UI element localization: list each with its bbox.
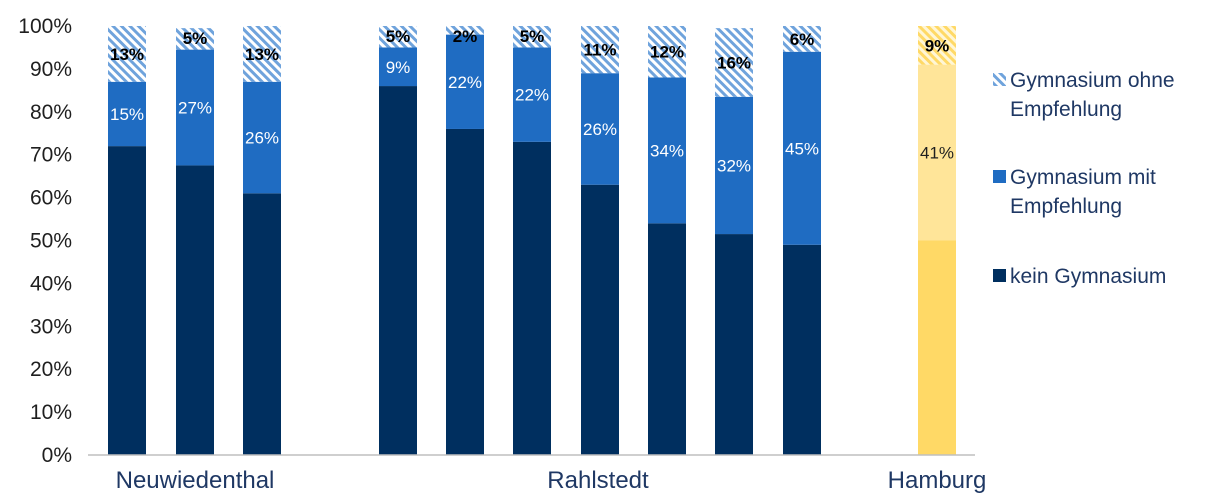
stacked-bar: 26% 11% bbox=[581, 26, 619, 456]
bar-segment bbox=[108, 146, 146, 455]
bar-segment bbox=[243, 26, 281, 82]
stacked-bar: 27% 5% bbox=[176, 28, 214, 456]
y-axis: 0% 10% 20% 30% 40% 50% 60% 70% 80% 90% 100% bbox=[18, 15, 72, 467]
data-label: 26% bbox=[583, 120, 617, 139]
data-label: 16% bbox=[717, 53, 751, 72]
bar-segment bbox=[176, 28, 214, 50]
data-label: 12% bbox=[650, 43, 684, 62]
y-tick-label: 60% bbox=[30, 187, 72, 210]
stacked-bar: 26% 13% bbox=[243, 26, 281, 455]
data-label: 32% bbox=[717, 156, 751, 175]
data-label: 2% bbox=[453, 27, 478, 46]
bar-segment bbox=[715, 96, 753, 235]
x-group-label: Hamburg bbox=[888, 467, 987, 494]
y-tick-label: 40% bbox=[30, 272, 72, 295]
data-label: 27% bbox=[178, 99, 212, 118]
stacked-bar: 22% 2% bbox=[446, 26, 484, 455]
data-label: 45% bbox=[785, 139, 819, 158]
bar-segment bbox=[108, 26, 146, 82]
data-label: 5% bbox=[183, 29, 208, 48]
legend-label: Empfehlung bbox=[1010, 98, 1122, 121]
bar-segment bbox=[715, 28, 753, 97]
data-label: 13% bbox=[110, 45, 144, 64]
legend-item: kein Gymnasium bbox=[993, 265, 1166, 288]
bar-segment bbox=[379, 26, 417, 48]
bar-segment bbox=[176, 49, 214, 166]
bar-segment bbox=[648, 223, 686, 455]
stacked-bar: 32% 16% bbox=[715, 28, 753, 455]
data-label: 26% bbox=[245, 129, 279, 148]
bar-segment bbox=[108, 81, 146, 147]
stacked-bar: 45% 6% bbox=[783, 26, 821, 455]
bar-segment bbox=[918, 240, 956, 455]
bar-segment bbox=[918, 64, 956, 241]
stacked-bar: 22% 5% bbox=[513, 26, 551, 455]
data-label: 9% bbox=[386, 58, 411, 77]
y-tick-label: 80% bbox=[30, 101, 72, 124]
data-label: 13% bbox=[245, 45, 279, 64]
data-label: 6% bbox=[790, 30, 815, 49]
stacked-bar: 9% 5% bbox=[379, 26, 417, 455]
stacked-bar: 15% 13% bbox=[108, 26, 146, 455]
data-label: 34% bbox=[650, 141, 684, 160]
legend-label: Empfehlung bbox=[1010, 195, 1122, 218]
legend-swatch bbox=[993, 170, 1006, 183]
y-tick-label: 30% bbox=[30, 315, 72, 338]
bar-segment bbox=[379, 47, 417, 87]
data-label: 22% bbox=[515, 86, 549, 105]
legend-label: kein Gymnasium bbox=[1010, 265, 1166, 288]
x-group-label: Neuwiedenthal bbox=[116, 467, 275, 494]
y-tick-label: 20% bbox=[30, 358, 72, 381]
bar-segment bbox=[581, 26, 619, 74]
bar-segment bbox=[715, 234, 753, 455]
y-tick-label: 90% bbox=[30, 58, 72, 81]
bar-segment bbox=[446, 26, 484, 35]
y-tick-label: 10% bbox=[30, 401, 72, 424]
bar-segment bbox=[783, 26, 821, 52]
y-tick-label: 0% bbox=[42, 444, 72, 467]
legend-swatch bbox=[993, 73, 1006, 86]
bar-segment bbox=[918, 26, 956, 65]
bar-segment bbox=[513, 141, 551, 455]
bar-segment bbox=[513, 47, 551, 142]
data-label: 9% bbox=[925, 36, 950, 55]
legend-item: Gymnasium ohne Empfehlung bbox=[993, 69, 1175, 121]
data-label: 5% bbox=[386, 27, 411, 46]
bar-segment bbox=[176, 165, 214, 456]
data-label: 15% bbox=[110, 105, 144, 124]
legend-swatch bbox=[993, 269, 1006, 282]
bar-segment bbox=[513, 26, 551, 48]
legend-item: Gymnasium mit Empfehlung bbox=[993, 166, 1156, 218]
y-tick-label: 50% bbox=[30, 230, 72, 253]
stacked-bar: 41% 9% bbox=[918, 26, 956, 455]
bar-segment bbox=[446, 128, 484, 455]
data-label: 22% bbox=[448, 73, 482, 92]
bar-segment bbox=[446, 34, 484, 129]
legend: Gymnasium ohne Empfehlung Gymnasium mit Emp… bbox=[993, 69, 1175, 288]
bar-segment bbox=[243, 81, 281, 194]
bar-segment bbox=[648, 26, 686, 78]
stacked-bar: 34% 12% bbox=[648, 26, 686, 455]
bar-segment bbox=[581, 184, 619, 456]
data-label: 5% bbox=[520, 27, 545, 46]
x-axis-groups: Neuwiedenthal Rahlstedt Hamburg bbox=[116, 467, 987, 494]
legend-label: Gymnasium ohne bbox=[1010, 69, 1175, 92]
bar-segment bbox=[581, 73, 619, 185]
x-group-label: Rahlstedt bbox=[547, 467, 649, 494]
legend-label: Gymnasium mit bbox=[1010, 166, 1156, 189]
bar-segment bbox=[379, 86, 417, 455]
bar-segment bbox=[783, 51, 821, 245]
data-label: 11% bbox=[583, 41, 616, 60]
data-label: 41% bbox=[920, 144, 954, 163]
bars: 15% 13% 27% 5% 26% 13% 9% 5% 22% 2% 22% 5% 26% 11% 34%… bbox=[108, 26, 956, 456]
bar-segment bbox=[783, 244, 821, 455]
bar-segment bbox=[243, 193, 281, 455]
y-tick-label: 70% bbox=[30, 144, 72, 167]
bar-segment bbox=[648, 77, 686, 224]
y-tick-label: 100% bbox=[18, 15, 72, 38]
